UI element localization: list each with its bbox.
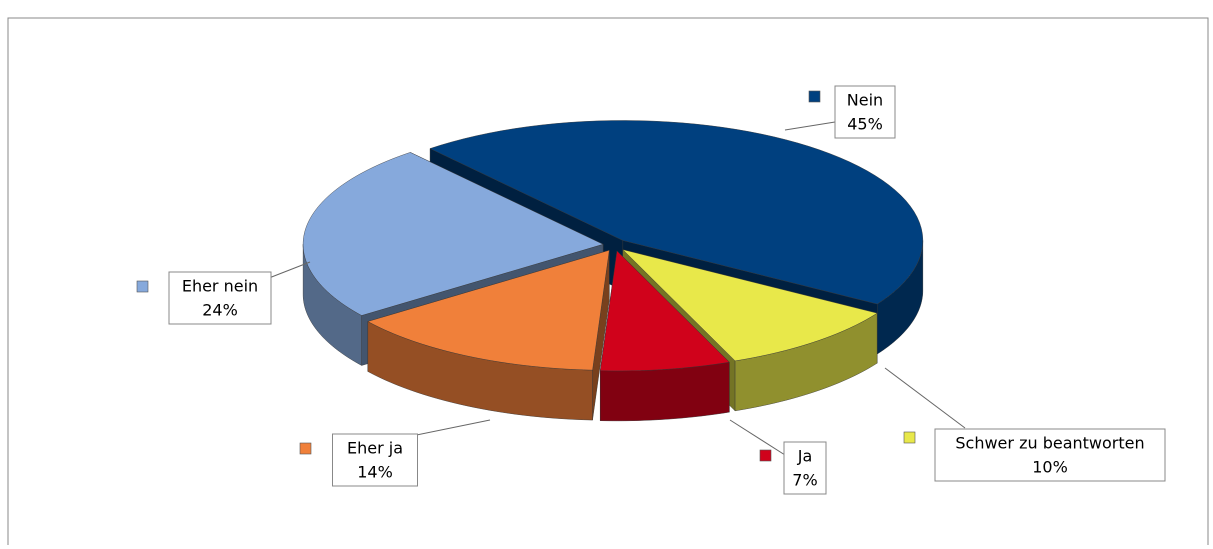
leader-line xyxy=(884,367,966,429)
leader-line xyxy=(268,261,311,279)
slice xyxy=(367,249,610,371)
legend-swatch xyxy=(903,431,916,444)
label-box xyxy=(783,441,827,495)
legend-swatch xyxy=(759,449,772,462)
slice xyxy=(599,250,730,372)
legend-swatch xyxy=(299,442,312,455)
category-label: Eher ja xyxy=(347,439,403,458)
value-label: 10% xyxy=(1032,458,1068,477)
legend-swatch xyxy=(136,280,149,293)
category-label: Schwer zu beantworten xyxy=(955,434,1144,453)
value-label: 7% xyxy=(792,471,817,490)
legend-swatch xyxy=(808,90,821,103)
slice xyxy=(429,120,924,305)
leader-line xyxy=(784,121,836,131)
slice xyxy=(622,249,878,362)
category-label: Nein xyxy=(847,91,883,110)
value-label: 24% xyxy=(202,301,238,320)
category-label: Ja xyxy=(797,447,813,466)
leader-line xyxy=(729,419,786,456)
value-label: 45% xyxy=(847,115,883,134)
label-box xyxy=(332,433,418,487)
label-box xyxy=(168,271,272,325)
slice xyxy=(302,152,604,316)
label-box xyxy=(834,85,896,139)
category-label: Eher nein xyxy=(182,277,258,296)
value-label: 14% xyxy=(357,463,393,482)
label-box xyxy=(934,428,1166,482)
